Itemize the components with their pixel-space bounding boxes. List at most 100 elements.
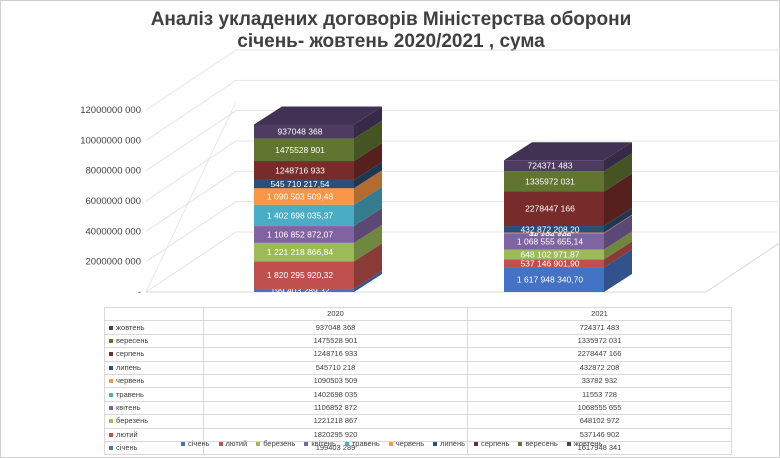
data-label: 545 710 217,54 — [270, 179, 329, 189]
bar-segment-2021-жовтень — [504, 142, 632, 172]
chart-title-line1: Аналіз укладених договорів Міністерства … — [150, 9, 632, 30]
row-label-text: жовтень — [116, 322, 145, 332]
data-table: 2020 2021 жовтень 937048 368 724371 483 вер… — [104, 306, 732, 456]
bar-segment-2020-серпень — [254, 143, 382, 180]
bar-segment-2021-січень — [504, 249, 632, 292]
legend-key-icon — [109, 352, 113, 357]
table-cell-2021: 2278447 166 — [467, 347, 732, 362]
gridline — [145, 231, 780, 293]
legend-label: березень — [263, 439, 296, 448]
data-label: 11 553 728 — [529, 228, 571, 238]
bar-segment-2021-вересень — [504, 153, 632, 192]
data-label: 1248716 933 — [275, 165, 325, 175]
stacked-3d-bar-chart: 12000000 000 10000000 000 8000000 000 60000… — [80, 49, 780, 298]
bar-segment-2020-січень — [254, 270, 382, 292]
legend-key-icon — [109, 432, 113, 437]
row-label-text: травень — [116, 389, 144, 399]
legend-key-icon — [109, 446, 113, 451]
legend-item: березень — [256, 439, 295, 448]
bar-segment-2020-липень — [254, 161, 382, 189]
data-label: 199 403 289,32 — [270, 285, 329, 295]
gridline — [145, 49, 780, 111]
legend-key-icon — [433, 442, 438, 447]
row-label-text: липень — [116, 362, 141, 372]
y-tick-label: 6000000 000 — [86, 196, 141, 207]
table-row: березень 1221218 867 648102 972 — [104, 414, 732, 429]
legend-label: жовтень — [573, 439, 603, 448]
table-cell-2020: 1106852 872 — [203, 400, 468, 416]
bar-segment-2021-серпень — [504, 173, 632, 227]
table-row: квітень 1106852 872 1068555 655 — [104, 400, 732, 416]
data-label: 648 102 971,87 — [520, 249, 579, 259]
y-tick-label: 12000000 000 — [80, 105, 141, 116]
legend-item: серпень — [474, 439, 509, 448]
table-row-label: серпень — [104, 347, 204, 362]
legend-key-icon — [256, 442, 261, 447]
table-cell-2021: 1068555 655 — [467, 400, 732, 416]
legend-item: січень — [181, 439, 210, 448]
side-wall-edge — [145, 101, 237, 293]
table-cell-2021: 724371 483 — [467, 320, 732, 335]
y-tick-label: 4000000 000 — [86, 226, 141, 237]
data-label: 1475528 901 — [275, 145, 325, 155]
legend-key-icon — [566, 442, 571, 447]
legend-item: вересень — [518, 439, 558, 448]
bar-segment-2020-квітень — [254, 208, 382, 243]
row-label-text: серпень — [116, 349, 145, 359]
row-label-text: червень — [116, 376, 145, 386]
table-body: жовтень 937048 368 724371 483 вересень 14755… — [104, 320, 732, 456]
legend-item: травень — [344, 439, 380, 448]
gridline — [145, 79, 780, 141]
legend-item: квітень — [304, 439, 336, 448]
bar-segment-2020-лютий — [254, 243, 382, 289]
data-label: 1 090 503 509,48 — [267, 192, 333, 202]
data-label: 1 820 295 920,32 — [267, 270, 333, 280]
table-row-label: липень — [104, 360, 204, 375]
legend-key-icon — [344, 442, 349, 447]
table-corner — [104, 306, 204, 322]
legend-label: квітень — [311, 439, 336, 448]
legend-item: жовтень — [566, 439, 603, 448]
table-row-label: березень — [104, 414, 204, 429]
y-tick-label: 2000000 000 — [86, 257, 141, 268]
data-label: 1 068 555 655,14 — [517, 236, 583, 246]
legend-key-icon — [109, 392, 113, 397]
legend-item: червень — [388, 439, 424, 448]
table-cell-2020: 1090503 509 — [203, 373, 468, 389]
y-tick-label: - — [138, 287, 141, 298]
table-row: липень 545710 218 432872 208 — [104, 360, 732, 375]
table-cell-2021: 1617948 341 — [467, 440, 732, 456]
data-label: 1 402 698 035,37 — [267, 210, 333, 220]
table-header-2021: 2021 — [467, 306, 732, 322]
table-row-label: червень — [104, 373, 204, 389]
table-row-label: жовтень — [104, 320, 204, 335]
table-header-row: 2020 2021 — [104, 306, 732, 322]
row-label-text: лютий — [116, 429, 138, 439]
legend-key-icon — [474, 442, 478, 447]
legend-label: липень — [440, 439, 465, 448]
legend-label: лютий — [225, 439, 248, 448]
y-tick-label: 10000000 000 — [80, 135, 141, 146]
bar-segment-2021-травень — [504, 215, 632, 234]
bar-segment-2021-липень — [504, 208, 632, 233]
row-label-text: січень — [116, 443, 138, 453]
table-row: травень 1402698 035 11553 728 — [104, 387, 732, 402]
bar-segment-2021-квітень — [504, 215, 632, 250]
table-cell-2020: 1221218 867 — [203, 414, 468, 429]
legend-key-icon — [109, 325, 113, 330]
table-row: червень 1090503 509 33782 932 — [104, 373, 732, 389]
table-cell-2021: 432872 208 — [467, 360, 732, 375]
data-label: 1335972 031 — [525, 176, 575, 186]
data-label: 1 106 852 872,07 — [267, 229, 333, 239]
table-cell-2020: 545710 218 — [203, 360, 468, 375]
table-row-label: вересень — [104, 333, 204, 349]
data-label: 724371 483 — [528, 161, 573, 171]
chart-legend: січень лютий березень квітень травень червень… — [181, 439, 611, 448]
data-label: 432 872 208,20 — [520, 224, 579, 234]
data-label: 537 146 901,90 — [520, 258, 579, 268]
legend-key-icon — [109, 379, 113, 384]
row-label-text: березень — [116, 416, 149, 426]
table-row: січень 199403 289 1617948 341 — [104, 440, 732, 456]
table-row: серпень 1248716 933 2278447 166 — [104, 347, 732, 362]
